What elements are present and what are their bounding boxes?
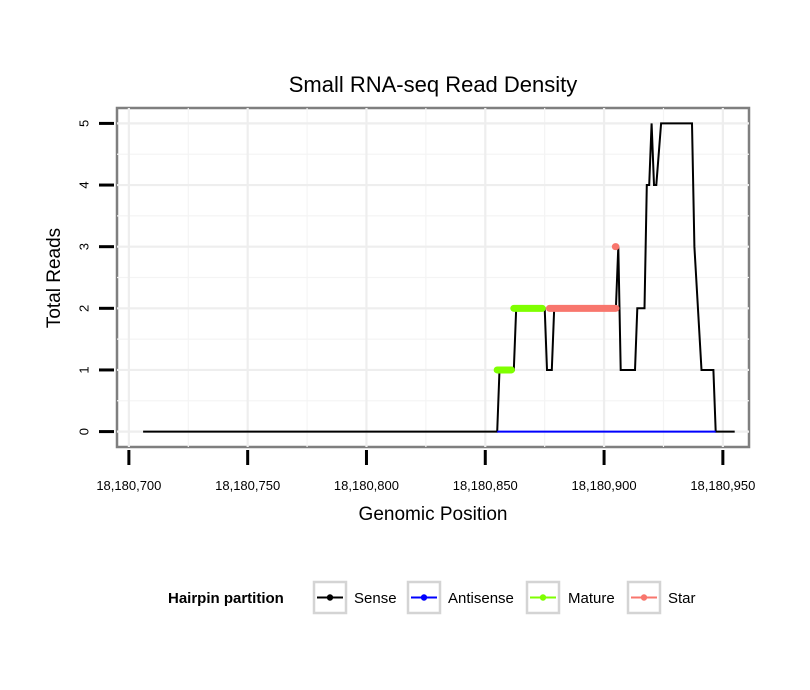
x-axis-title: Genomic Position (359, 504, 508, 525)
y-tick-label: 0 (77, 428, 92, 435)
legend-item-mature: Mature (525, 580, 615, 615)
gridlines (117, 108, 749, 447)
y-tick-label: 4 (77, 181, 92, 188)
series-layer (143, 122, 735, 433)
x-tick-label: 18,180,800 (334, 478, 399, 493)
x-tick-label: 18,180,900 (572, 478, 637, 493)
legend-key-point (420, 594, 428, 601)
legend-key-point (326, 594, 334, 601)
legend-label: Sense (354, 590, 397, 607)
legend: Hairpin partition Sense Antisense Mature St… (168, 580, 696, 615)
y-tick-label: 1 (77, 366, 92, 373)
y-tick-label: 2 (77, 305, 92, 312)
legend-label: Star (668, 590, 696, 607)
x-tick-label: 18,180,700 (96, 478, 161, 493)
legend-label: Antisense (448, 590, 514, 607)
legend-item-sense: Sense (312, 580, 397, 615)
chart-title: Small RNA-seq Read Density (289, 72, 578, 97)
legend-key-point (640, 594, 648, 601)
legend-title: Hairpin partition (168, 590, 284, 607)
legend-item-antisense: Antisense (406, 580, 514, 615)
x-axis: 18,180,700 18,180,750 18,180,800 18,180,850… (96, 450, 755, 493)
legend-label: Mature (568, 590, 615, 607)
x-tick-label: 18,180,850 (453, 478, 518, 493)
legend-item-star: Star (626, 580, 696, 615)
x-tick-label: 18,180,950 (690, 478, 755, 493)
y-axis: 0 1 2 3 4 5 (77, 120, 114, 435)
y-tick-label: 3 (77, 243, 92, 250)
y-tick-label: 5 (77, 120, 92, 127)
legend-key-point (539, 594, 547, 601)
x-tick-label: 18,180,750 (215, 478, 280, 493)
y-axis-title: Total Reads (44, 228, 65, 328)
